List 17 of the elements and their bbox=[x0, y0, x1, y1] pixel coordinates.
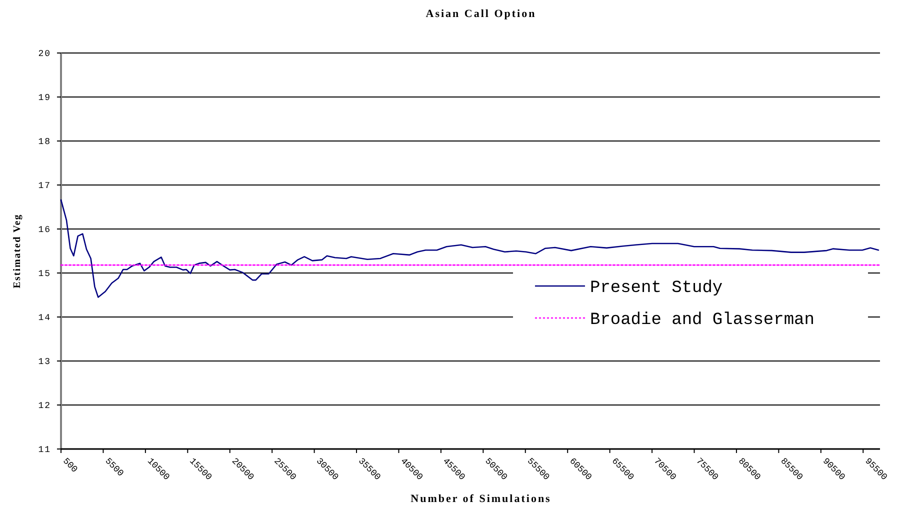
chart-title: Asian Call Option bbox=[426, 8, 536, 20]
legend-label: Present Study bbox=[590, 278, 723, 298]
y-tick-label: 15 bbox=[38, 269, 51, 280]
y-tick-label: 13 bbox=[38, 357, 51, 368]
y-tick-label: 19 bbox=[38, 93, 51, 104]
legend-label: Broadie and Glasserman bbox=[590, 310, 814, 330]
x-axis-title: Number of Simulations bbox=[410, 493, 552, 505]
line-series bbox=[60, 199, 880, 298]
y-tick-label: 16 bbox=[38, 225, 51, 236]
y-axis-title: Estimated Veg bbox=[12, 214, 23, 288]
y-tick-label: 17 bbox=[38, 181, 51, 192]
y-tick-label: 20 bbox=[38, 49, 51, 60]
y-tick-label: 14 bbox=[38, 313, 51, 324]
y-tick-label: 18 bbox=[38, 137, 51, 148]
y-tick-label: 12 bbox=[38, 401, 51, 412]
y-tick-label: 11 bbox=[38, 445, 51, 456]
x-tick-label: 500 bbox=[60, 456, 80, 475]
